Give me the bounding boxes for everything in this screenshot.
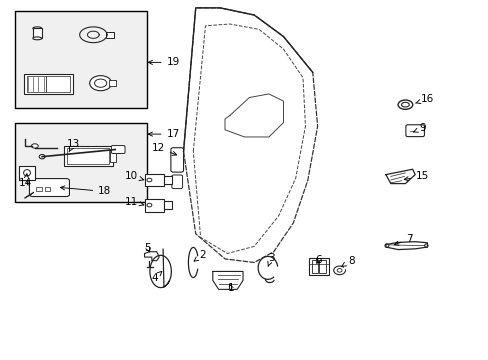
Bar bbox=[144, 174, 163, 186]
Text: 10: 10 bbox=[125, 171, 143, 181]
Ellipse shape bbox=[336, 269, 341, 272]
Ellipse shape bbox=[384, 244, 388, 247]
FancyBboxPatch shape bbox=[171, 175, 182, 189]
Bar bbox=[15, 123, 147, 202]
Ellipse shape bbox=[147, 178, 152, 182]
Text: 19: 19 bbox=[148, 57, 180, 67]
Ellipse shape bbox=[39, 154, 45, 159]
Text: 5: 5 bbox=[144, 243, 151, 253]
Text: 18: 18 bbox=[61, 186, 111, 197]
Bar bbox=[309, 258, 328, 275]
FancyBboxPatch shape bbox=[405, 125, 424, 136]
Bar bbox=[15, 12, 147, 108]
FancyBboxPatch shape bbox=[111, 145, 125, 153]
Ellipse shape bbox=[89, 76, 111, 91]
Text: 3: 3 bbox=[267, 253, 274, 266]
Text: 13: 13 bbox=[66, 139, 80, 152]
Bar bbox=[163, 201, 171, 210]
Bar bbox=[45, 187, 50, 191]
Text: 6: 6 bbox=[315, 255, 321, 265]
Text: 8: 8 bbox=[341, 256, 354, 266]
Bar bbox=[19, 166, 35, 180]
Ellipse shape bbox=[23, 170, 30, 176]
Ellipse shape bbox=[397, 100, 412, 109]
Bar bbox=[36, 187, 42, 191]
Ellipse shape bbox=[333, 266, 345, 275]
Ellipse shape bbox=[424, 244, 427, 247]
Text: 16: 16 bbox=[415, 94, 433, 104]
Text: 12: 12 bbox=[152, 143, 176, 155]
Text: 9: 9 bbox=[413, 123, 425, 133]
Text: 15: 15 bbox=[404, 171, 428, 181]
Ellipse shape bbox=[31, 144, 38, 148]
Text: 1: 1 bbox=[227, 283, 234, 293]
Bar bbox=[64, 146, 113, 166]
Ellipse shape bbox=[94, 79, 106, 87]
Text: 11: 11 bbox=[125, 197, 143, 207]
FancyBboxPatch shape bbox=[29, 179, 69, 197]
Bar bbox=[46, 76, 70, 92]
Bar bbox=[110, 149, 116, 162]
Text: 4: 4 bbox=[152, 271, 162, 283]
Ellipse shape bbox=[401, 102, 408, 107]
Bar bbox=[319, 260, 326, 273]
Bar bbox=[105, 32, 114, 38]
Text: 7: 7 bbox=[393, 234, 412, 245]
Bar bbox=[109, 80, 116, 86]
Bar bbox=[311, 260, 317, 273]
Ellipse shape bbox=[33, 37, 41, 40]
Text: 14: 14 bbox=[19, 174, 32, 188]
Bar bbox=[26, 76, 46, 92]
Bar bbox=[66, 148, 109, 164]
Bar bbox=[33, 28, 41, 39]
Text: 17: 17 bbox=[148, 129, 180, 139]
Ellipse shape bbox=[33, 27, 41, 30]
FancyBboxPatch shape bbox=[170, 148, 183, 172]
Bar bbox=[24, 74, 73, 94]
Ellipse shape bbox=[147, 203, 152, 207]
Text: 2: 2 bbox=[194, 249, 206, 261]
Bar bbox=[144, 199, 163, 212]
Bar bbox=[163, 176, 171, 184]
